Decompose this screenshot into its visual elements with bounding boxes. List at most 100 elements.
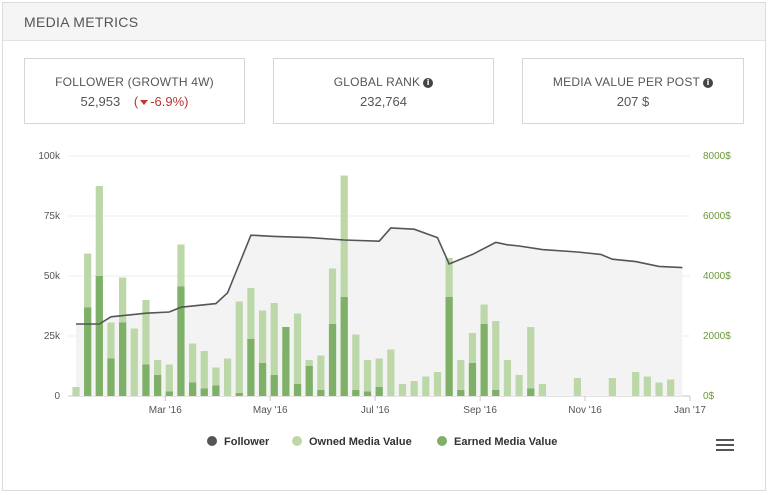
owned-media-bar [398, 384, 407, 396]
owned-media-bar [223, 358, 232, 396]
y-right-tick-label: 8000$ [703, 151, 731, 162]
owned-media-bar [165, 364, 173, 396]
panel-header: MEDIA METRICS [3, 3, 765, 41]
kpi-follower-value: 52,953 [80, 94, 121, 109]
follower-line [76, 227, 683, 325]
kpi-follower-label: FOLLOWER (GROWTH 4W) [55, 75, 214, 89]
kpi-global-rank-label: GLOBAL RANK [333, 75, 421, 89]
legend-label: Earned Media Value [454, 436, 557, 448]
panel-title: MEDIA METRICS [24, 14, 139, 30]
owned-media-bar [667, 379, 675, 396]
owned-media-bar [387, 349, 395, 396]
earned-media-bar [468, 363, 477, 396]
owned-media-bar [293, 313, 302, 396]
x-tick-label: Jul '16 [361, 405, 390, 416]
earned-media-bar [375, 387, 383, 396]
earned-media-bar [270, 375, 278, 396]
y-left-tick-label: 75k [44, 211, 61, 222]
owned-media-bar [340, 175, 348, 396]
owned-media-bar [258, 310, 267, 396]
earned-media-bar [165, 391, 173, 396]
x-tick-label: Mar '16 [149, 405, 182, 416]
earned-media-bar [247, 339, 255, 396]
growth-paren: ( [133, 94, 139, 109]
kpi-media-value-label-row: MEDIA VALUE PER POST i [523, 75, 743, 89]
y-left-tick-label: 100k [38, 151, 61, 162]
legend-marker [207, 436, 217, 446]
legend-marker [437, 436, 447, 446]
earned-media-bar [340, 297, 348, 396]
earned-media-bar [154, 375, 162, 396]
x-tick-label: Sep '16 [463, 405, 497, 416]
y-right-tick-label: 0$ [703, 391, 715, 402]
legend-label: Follower [224, 436, 270, 448]
earned-media-bar [84, 307, 92, 396]
earned-media-bar [527, 388, 535, 396]
earned-media-bar [445, 297, 453, 396]
growth-value: -6.9%) [150, 94, 189, 109]
kpi-global-rank-label-row: GLOBAL RANK i [274, 75, 493, 89]
owned-media-bar [130, 328, 138, 396]
owned-media-bar [422, 376, 430, 396]
down-arrow-icon [140, 100, 149, 105]
info-icon[interactable]: i [703, 78, 714, 88]
earned-media-bar [480, 324, 488, 396]
hamburger-menu-icon[interactable] [716, 439, 734, 453]
kpi-media-value-label: MEDIA VALUE PER POST [552, 75, 701, 89]
owned-media-bar [643, 376, 651, 396]
legend-marker [292, 436, 302, 446]
earned-media-bar [107, 358, 115, 396]
y-right-tick-label: 4000$ [703, 271, 731, 282]
owned-media-bar [212, 367, 220, 396]
x-tick-label: Nov '16 [568, 405, 602, 416]
earned-media-bar [317, 390, 325, 396]
owned-media-bar [608, 378, 616, 396]
earned-media-bar [212, 385, 220, 396]
owned-media-bar [352, 334, 360, 396]
x-tick-label: May '16 [253, 405, 288, 416]
earned-media-bar [457, 390, 465, 396]
info-icon[interactable]: i [423, 78, 434, 88]
kpi-follower-growth: ( -6.9%) [134, 94, 189, 109]
kpi-global-rank-card: GLOBAL RANK i 232,764 [273, 58, 494, 124]
earned-media-bar [282, 327, 290, 396]
owned-media-bar [410, 381, 418, 396]
x-tick-label: Jan '17 [674, 405, 706, 416]
earned-media-bar [352, 390, 360, 396]
owned-media-bar [317, 355, 325, 396]
y-right-tick-label: 2000$ [703, 331, 731, 342]
earned-media-bar [258, 363, 267, 396]
y-left-tick-label: 50k [44, 271, 61, 282]
owned-media-bar [632, 372, 640, 396]
owned-media-bar [538, 384, 547, 396]
y-left-tick-label: 25k [44, 331, 61, 342]
kpi-global-rank-value: 232,764 [360, 94, 407, 109]
kpi-follower-card: FOLLOWER (GROWTH 4W) 52,953 ( -6.9%) [24, 58, 245, 124]
owned-media-bar [573, 378, 581, 396]
kpi-media-value-value: 207 $ [616, 94, 650, 109]
earned-media-bar [119, 322, 127, 396]
owned-media-bar [363, 360, 372, 396]
owned-media-bar [492, 321, 500, 396]
earned-media-bar [177, 286, 185, 396]
earned-media-bar [189, 382, 197, 396]
y-left-tick-label: 0 [54, 391, 60, 402]
owned-media-bar [527, 327, 535, 396]
owned-media-bar [515, 375, 523, 396]
owned-media-bar [270, 303, 278, 396]
earned-media-bar [492, 390, 500, 396]
owned-media-bar [142, 300, 150, 396]
kpi-follower-value-row: 52,953 ( -6.9%) [25, 94, 244, 109]
earned-media-bar [200, 388, 208, 396]
owned-media-bar [655, 382, 663, 396]
earned-media-bar [305, 366, 313, 396]
earned-media-bar [235, 393, 243, 396]
kpi-media-value-card: MEDIA VALUE PER POST i 207 $ [522, 58, 744, 124]
owned-media-bar [375, 358, 383, 396]
earned-media-bar [142, 364, 150, 396]
owned-media-bar [200, 351, 208, 396]
owned-media-bar [457, 360, 465, 396]
owned-media-bar [503, 360, 512, 396]
y-right-tick-label: 6000$ [703, 211, 731, 222]
